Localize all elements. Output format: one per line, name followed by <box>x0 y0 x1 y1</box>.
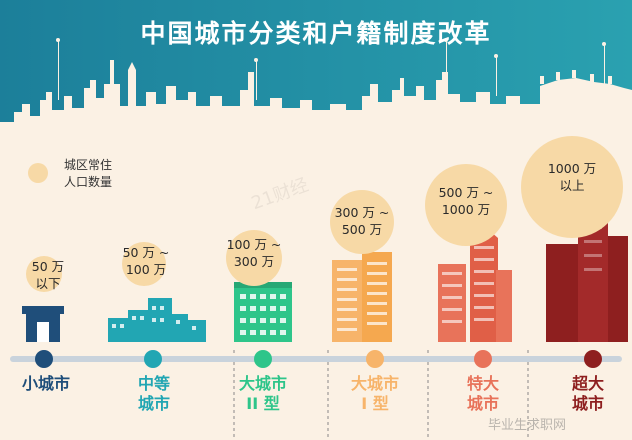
building-mega <box>438 226 512 342</box>
population-large1: 300 万 ~ 500 万 <box>334 205 390 237</box>
building-small <box>22 306 64 342</box>
separators <box>233 350 529 440</box>
building-large-1 <box>332 252 392 342</box>
timeline-dot-mega <box>474 350 492 368</box>
timeline-dot-super <box>584 350 602 368</box>
legend-bubble-icon <box>28 163 48 183</box>
category-label-medium: 中等 城市 <box>137 374 170 413</box>
population-mega: 500 万 ~ 1000 万 <box>438 185 494 217</box>
population-small: 50 万 以下 <box>31 259 65 291</box>
skyline-icon <box>0 38 632 150</box>
population-large2: 100 万 ~ 300 万 <box>226 237 282 269</box>
building-large-2 <box>234 282 292 342</box>
category-label-super: 超大 城市 <box>571 374 604 413</box>
timeline-dot-large2 <box>254 350 272 368</box>
building-medium <box>108 298 206 342</box>
bubble-small <box>26 256 62 292</box>
category-label-mega: 特大 城市 <box>466 374 499 413</box>
bubble-large1 <box>330 190 394 254</box>
legend-label: 城区常住 人口数量 <box>64 158 113 189</box>
timeline-dot-small <box>35 350 53 368</box>
timeline-line <box>10 356 622 362</box>
timeline-dot-medium <box>144 350 162 368</box>
population-super: 1000 万 以上 <box>547 161 597 193</box>
page-title: 中国城市分类和户籍制度改革 <box>140 19 492 48</box>
timeline-dot-large1 <box>366 350 384 368</box>
bubble-mega <box>425 164 507 246</box>
category-label-large1: 大城市 I 型 <box>350 374 399 413</box>
watermark-graduate: 毕业生求职网 <box>488 418 567 433</box>
category-label-large2: 大城市 II 型 <box>238 374 287 413</box>
bubble-large2 <box>226 230 282 286</box>
bubble-medium <box>122 242 166 286</box>
population-medium: 50 万 ~ 100 万 <box>122 245 170 277</box>
category-label-small: 小城市 <box>21 374 70 393</box>
bubble-super <box>521 136 623 238</box>
